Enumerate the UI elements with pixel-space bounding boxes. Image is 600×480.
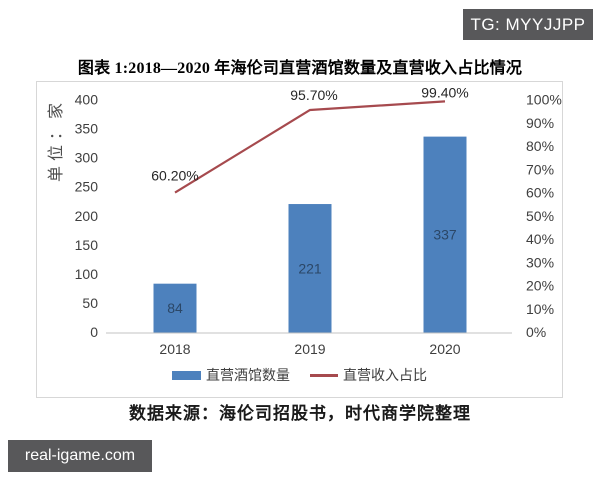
left-axis-tick: 300: [75, 150, 99, 166]
left-axis-tick: 400: [75, 92, 99, 108]
line-label-2020: 99.40%: [421, 84, 468, 100]
right-axis-tick: 80%: [526, 138, 554, 154]
line-label-2019: 95.70%: [290, 87, 337, 103]
bar-2019: [288, 204, 332, 333]
right-axis-tick: 60%: [526, 185, 554, 201]
chart-legend: 直营酒馆数量 直营收入占比: [37, 365, 562, 385]
left-axis-tick: 200: [75, 208, 99, 224]
bar-2020: [423, 136, 467, 333]
combo-chart: 0 50 100 150 200 250 300 350 400 0% 10% 20% 30% 40% 50…: [47, 84, 562, 357]
left-axis-tick: 0: [90, 324, 98, 340]
right-axis-tick: 90%: [526, 115, 554, 131]
legend-item-bar-series: 直营酒馆数量: [172, 365, 290, 385]
left-axis-tick: 350: [75, 121, 99, 137]
right-axis-tick: 100%: [526, 92, 562, 108]
left-axis-tick: 150: [75, 237, 99, 253]
chart-frame: 0 50 100 150 200 250 300 350 400 0% 10% 20% 30% 40% 50…: [36, 81, 563, 398]
line-label-2018: 60.20%: [151, 168, 198, 184]
telegram-contact-badge: TG: MYYJJPP: [463, 9, 593, 40]
x-axis-label-2020: 2020: [429, 341, 460, 357]
legend-item-line-series: 直营收入占比: [310, 365, 427, 385]
bar-label-2018: 84: [167, 300, 183, 316]
bar-label-2019: 221: [298, 260, 322, 276]
right-axis-tick: 50%: [526, 208, 554, 224]
data-source-note: 数据来源：海伦司招股书，时代商学院整理: [129, 404, 471, 423]
legend-label-line-series: 直营收入占比: [343, 367, 427, 383]
figure-title: 图表 1:2018—2020 年海伦司直营酒馆数量及直营收入占比情况: [77, 60, 523, 77]
right-axis-tick: 70%: [526, 161, 554, 177]
bar-2018: [153, 283, 197, 333]
x-axis-label-2018: 2018: [159, 341, 190, 357]
x-axis-label-2019: 2019: [294, 341, 325, 357]
right-axis-tick: 10%: [526, 301, 554, 317]
left-axis-tick: 250: [75, 179, 99, 195]
line-series-path: [174, 100, 446, 194]
right-axis-tick: 30%: [526, 254, 554, 270]
right-axis-tick: 20%: [526, 278, 554, 294]
right-axis-tick: 0%: [526, 324, 546, 340]
bar-series-swatch-icon: [172, 370, 201, 380]
left-axis-tick: 100: [75, 266, 99, 282]
right-axis-tick: 40%: [526, 231, 554, 247]
line-series-swatch-icon: [310, 373, 338, 377]
left-axis-title: 单位：家: [47, 98, 65, 182]
watermark-badge: real-igame.com: [8, 440, 152, 472]
left-axis-tick: 50: [82, 295, 98, 311]
legend-label-bar-series: 直营酒馆数量: [206, 367, 290, 383]
bar-label-2020: 337: [433, 227, 457, 243]
